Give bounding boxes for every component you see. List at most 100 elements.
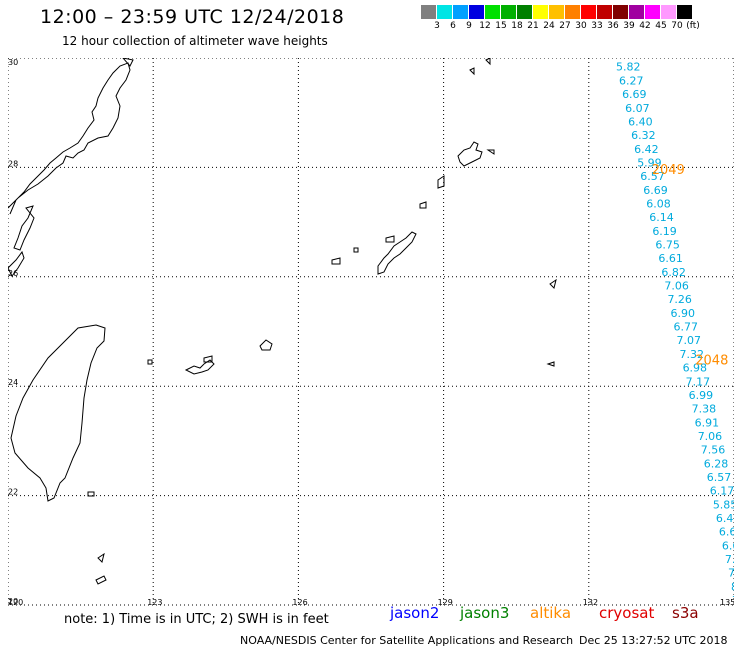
scale-swatch [677, 5, 693, 19]
scale-label: 39 [623, 21, 635, 31]
wave-height-value: 6.17 [710, 485, 734, 498]
wave-height-value: 6.08 [646, 197, 671, 210]
kyushu-islands [13, 205, 35, 251]
scale-label: 3 [434, 21, 440, 31]
wave-height-value: 8.28 [731, 580, 734, 593]
wave-height-value: 6.64 [719, 526, 734, 539]
footer-note: note: 1) Time is in UTC; 2) SWH is in fe… [64, 612, 329, 627]
wave-height-value: 7.32 [680, 348, 705, 361]
scale-label: 33 [591, 21, 603, 31]
scale-label: 36 [607, 21, 619, 31]
wave-height-value: 5.99 [637, 156, 662, 169]
wave-height-value: 6.40 [716, 512, 734, 525]
wave-height-value: 6.66 [722, 539, 734, 552]
lat-tick-label: 30 [8, 58, 18, 67]
satellite-label-altika: altika [530, 604, 572, 622]
pass-number-label: 2048 [695, 353, 728, 368]
map-subtitle: 12 hour collection of altimeter wave hei… [62, 34, 328, 48]
wave-height-value: 6.90 [670, 307, 695, 320]
wave-height-value: 6.07 [625, 102, 650, 115]
scale-label: 70 [671, 21, 683, 31]
scale-label: 15 [495, 21, 507, 31]
wave-height-value: 6.40 [628, 115, 653, 128]
scale-label: 18 [511, 21, 523, 31]
wave-height-value: 7.31 [725, 553, 734, 566]
satellite-label-jason3: jason3 [460, 604, 510, 622]
pass-number-label: 2049 [652, 163, 685, 178]
axis-tick-labels: 120 123 126 129 132 135 30 28 26 24 22 20 [8, 58, 734, 606]
lat-tick-label: 22 [8, 488, 18, 497]
lon-tick-label: 126 [292, 598, 307, 606]
wave-height-value: 6.69 [622, 88, 647, 101]
wave-height-value: 7.06 [698, 430, 723, 443]
wave-height-value: 7.06 [664, 280, 689, 293]
wave-height-value: 7.71 [728, 567, 734, 580]
satellite-label-s3a: s3a [672, 604, 699, 622]
wave-height-value: 7.26 [667, 293, 692, 306]
wave-height-value: 6.57 [640, 170, 665, 183]
wave-height-value: 6.75 [655, 239, 680, 252]
scale-swatch [645, 5, 661, 19]
miyako-island [259, 339, 273, 351]
lat-tick-label: 28 [8, 159, 18, 168]
wave-height-value: 6.19 [652, 225, 677, 238]
wave-height-value: 6.77 [674, 321, 699, 334]
wave-height-value: 5.82 [616, 61, 641, 74]
scale-label: 27 [559, 21, 571, 31]
credit-text: NOAA/NESDIS Center for Satellite Applica… [240, 634, 574, 647]
taiwan-coastline [10, 324, 106, 502]
scale-label: 9 [466, 21, 472, 31]
wave-height-value: 7.38 [692, 403, 717, 416]
timestamp-text: Dec 25 13:27:52 UTC 2018 [579, 634, 728, 647]
scale-swatch [661, 5, 677, 19]
scale-label: 42 [639, 21, 651, 31]
scale-swatch [485, 5, 501, 19]
altimeter-track: 5.315.826.276.696.076.406.326.425.996.57… [613, 58, 734, 606]
wave-height-value: 7.46 [732, 594, 734, 606]
map-title: 12:00 – 23:59 UTC 12/24/2018 [40, 6, 345, 28]
scale-label: 24 [543, 21, 555, 31]
lat-tick-label: 24 [8, 378, 18, 387]
wave-height-value: 6.27 [619, 74, 644, 87]
scale-swatch [437, 5, 453, 19]
scale-swatch [501, 5, 517, 19]
lat-tick-label: 26 [8, 269, 18, 278]
lon-tick-label: 132 [583, 598, 598, 606]
wave-height-value: 7.17 [686, 375, 711, 388]
wave-height-value: 6.32 [631, 129, 656, 142]
scale-label: (ft) [686, 21, 700, 31]
wave-height-value: 6.61 [658, 252, 683, 265]
wave-height-value: 6.98 [683, 362, 708, 375]
scale-swatch [581, 5, 597, 19]
lat-lon-grid [8, 58, 734, 606]
coastlines [8, 58, 557, 585]
amami-island [457, 141, 483, 167]
wave-height-value: 6.69 [643, 184, 668, 197]
wave-height-value: 5.31 [613, 58, 638, 60]
scale-label: 6 [450, 21, 456, 31]
wave-height-value: 6.28 [704, 457, 729, 470]
lon-tick-label: 135 [720, 598, 734, 606]
scale-label: 12 [479, 21, 491, 31]
wave-height-value: 6.14 [649, 211, 674, 224]
wave-height-value: 6.42 [634, 143, 659, 156]
scale-swatch [613, 5, 629, 19]
scale-swatch [469, 5, 485, 19]
color-scale [421, 5, 693, 19]
scale-label: 30 [575, 21, 587, 31]
satellite-label-jason2: jason2 [390, 604, 440, 622]
lon-tick-label: 129 [438, 598, 453, 606]
scale-swatch [517, 5, 533, 19]
wave-height-value: 7.07 [677, 334, 702, 347]
scale-swatch [549, 5, 565, 19]
wave-height-value: 6.82 [661, 266, 686, 279]
lon-tick-label: 123 [147, 598, 162, 606]
wave-height-value: 7.56 [701, 444, 726, 457]
scale-swatch [565, 5, 581, 19]
scale-swatch [453, 5, 469, 19]
scale-swatch [597, 5, 613, 19]
wave-height-value: 6.57 [707, 471, 732, 484]
wave-height-value: 6.91 [695, 416, 720, 429]
scale-label: 21 [527, 21, 539, 31]
